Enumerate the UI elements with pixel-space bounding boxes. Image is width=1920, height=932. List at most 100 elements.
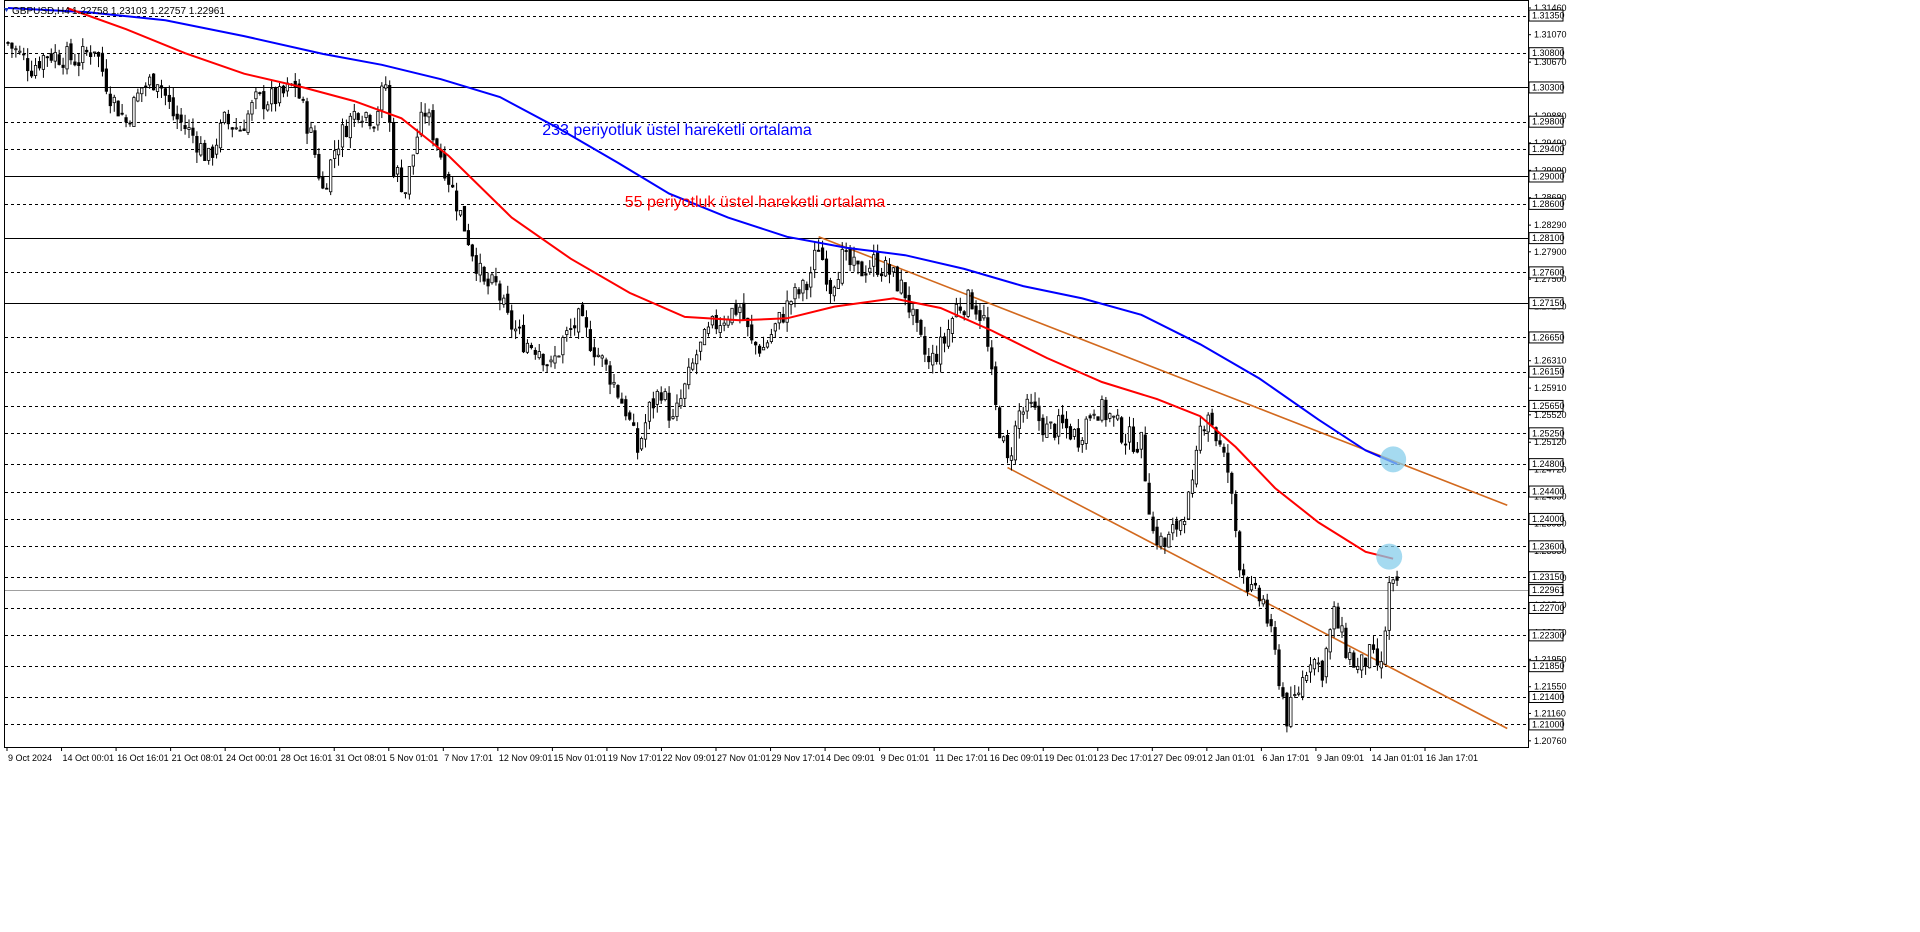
- time-label-19: 19 Dec 01:01: [1044, 753, 1098, 763]
- candle-body: [879, 273, 884, 277]
- candle-body: [124, 117, 128, 123]
- candle-body: [895, 266, 899, 292]
- candles-layer: [6, 38, 1399, 733]
- current-price-label: 1.22961: [1532, 585, 1565, 595]
- candle-body: [474, 255, 478, 274]
- candle-body: [667, 392, 671, 421]
- candle-body: [1198, 425, 1202, 451]
- candle-body: [1245, 577, 1250, 592]
- candle-body: [1289, 696, 1293, 727]
- candle-body: [541, 353, 545, 366]
- candle-body: [974, 305, 978, 315]
- time-label-26: 16 Jan 17:01: [1426, 753, 1478, 763]
- candle-body: [954, 303, 958, 318]
- candle-body: [876, 252, 880, 275]
- grid-layer: [4, 0, 1529, 748]
- candle-body: [1332, 606, 1336, 630]
- candle-body: [616, 385, 620, 398]
- candle-body: [348, 115, 352, 139]
- candle-body: [1088, 415, 1092, 419]
- level-box-label-20: 1.22300: [1532, 630, 1565, 640]
- candle-body: [1005, 435, 1010, 459]
- candle-body: [549, 359, 553, 363]
- candle-body: [636, 428, 640, 453]
- candle-body: [978, 310, 982, 322]
- candle-body: [329, 159, 333, 193]
- candle-body: [313, 130, 317, 155]
- candle-body: [1072, 429, 1077, 437]
- candle-body: [191, 127, 195, 136]
- price-tick-label-6: 1.28690: [1534, 193, 1567, 203]
- candle-body: [218, 122, 223, 149]
- candle-body: [911, 308, 915, 316]
- level-box-label-6: 1.28600: [1532, 199, 1565, 209]
- candle-body: [915, 309, 919, 323]
- symbol-dropdown-icon[interactable]: [4, 8, 9, 12]
- level-box-label-14: 1.24800: [1532, 459, 1565, 469]
- candle-body: [1371, 644, 1376, 650]
- candle-body: [817, 249, 821, 252]
- candle-body: [1348, 652, 1352, 660]
- candle-body: [356, 113, 360, 121]
- candle-body: [1127, 426, 1132, 443]
- candle-body: [510, 310, 514, 330]
- candle-body: [368, 114, 372, 127]
- candle-body: [742, 302, 746, 321]
- candle-body: [746, 317, 750, 328]
- candle-body: [41, 55, 46, 70]
- time-label-17: 11 Dec 17:01: [935, 753, 988, 763]
- candle-body: [447, 174, 451, 185]
- candle-body: [403, 192, 408, 195]
- candle-body: [533, 349, 537, 355]
- candle-body: [207, 147, 211, 161]
- time-label-9: 12 Nov 09:01: [499, 753, 553, 763]
- candle-body: [832, 286, 836, 297]
- candle-body: [1340, 625, 1344, 633]
- candle-body: [671, 416, 675, 419]
- candle-body: [1320, 660, 1324, 681]
- candle-body: [26, 58, 30, 72]
- price-tick-label-11: 1.26310: [1534, 356, 1567, 366]
- candle-body: [293, 80, 297, 88]
- candle-body: [301, 98, 305, 101]
- candle-body: [1053, 423, 1057, 438]
- candle-body: [183, 125, 187, 130]
- candle-body: [773, 323, 777, 332]
- time-label-15: 4 Dec 09:01: [826, 753, 875, 763]
- candle-body: [506, 293, 510, 313]
- candle-body: [77, 62, 81, 66]
- candle-body: [262, 91, 266, 110]
- candle-body: [1135, 448, 1139, 453]
- candle-body: [1147, 482, 1151, 515]
- candle-body: [419, 111, 423, 136]
- candle-body: [935, 353, 939, 362]
- candle-body: [199, 143, 203, 156]
- candle-body: [801, 279, 805, 294]
- candle-body: [537, 351, 541, 359]
- candle-body: [85, 49, 89, 53]
- candle-body: [600, 355, 604, 359]
- candle-body: [624, 399, 628, 417]
- level-box-label-22: 1.21400: [1532, 692, 1565, 702]
- candle-body: [647, 401, 652, 422]
- candle-body: [254, 91, 258, 100]
- candle-body: [1171, 524, 1175, 534]
- candle-body: [167, 94, 171, 102]
- price-tick-label-0: 1.31460: [1534, 3, 1567, 13]
- candle-body: [1186, 491, 1191, 520]
- highlight-marker-0: [1380, 446, 1407, 473]
- candle-body: [1285, 692, 1289, 727]
- candle-body: [462, 205, 467, 232]
- level-box-13: [1528, 427, 1564, 440]
- price-tick-label-1: 1.31070: [1534, 30, 1567, 40]
- candle-body: [451, 184, 455, 188]
- candle-body: [187, 127, 191, 130]
- price-tick-label-5: 1.29090: [1534, 165, 1567, 175]
- level-box-19: [1528, 601, 1564, 614]
- candle-body: [1293, 694, 1297, 696]
- level-box-label-1: 1.30800: [1532, 48, 1565, 58]
- candle-body: [1383, 630, 1387, 665]
- candle-body: [140, 87, 144, 95]
- candle-body: [1013, 425, 1017, 461]
